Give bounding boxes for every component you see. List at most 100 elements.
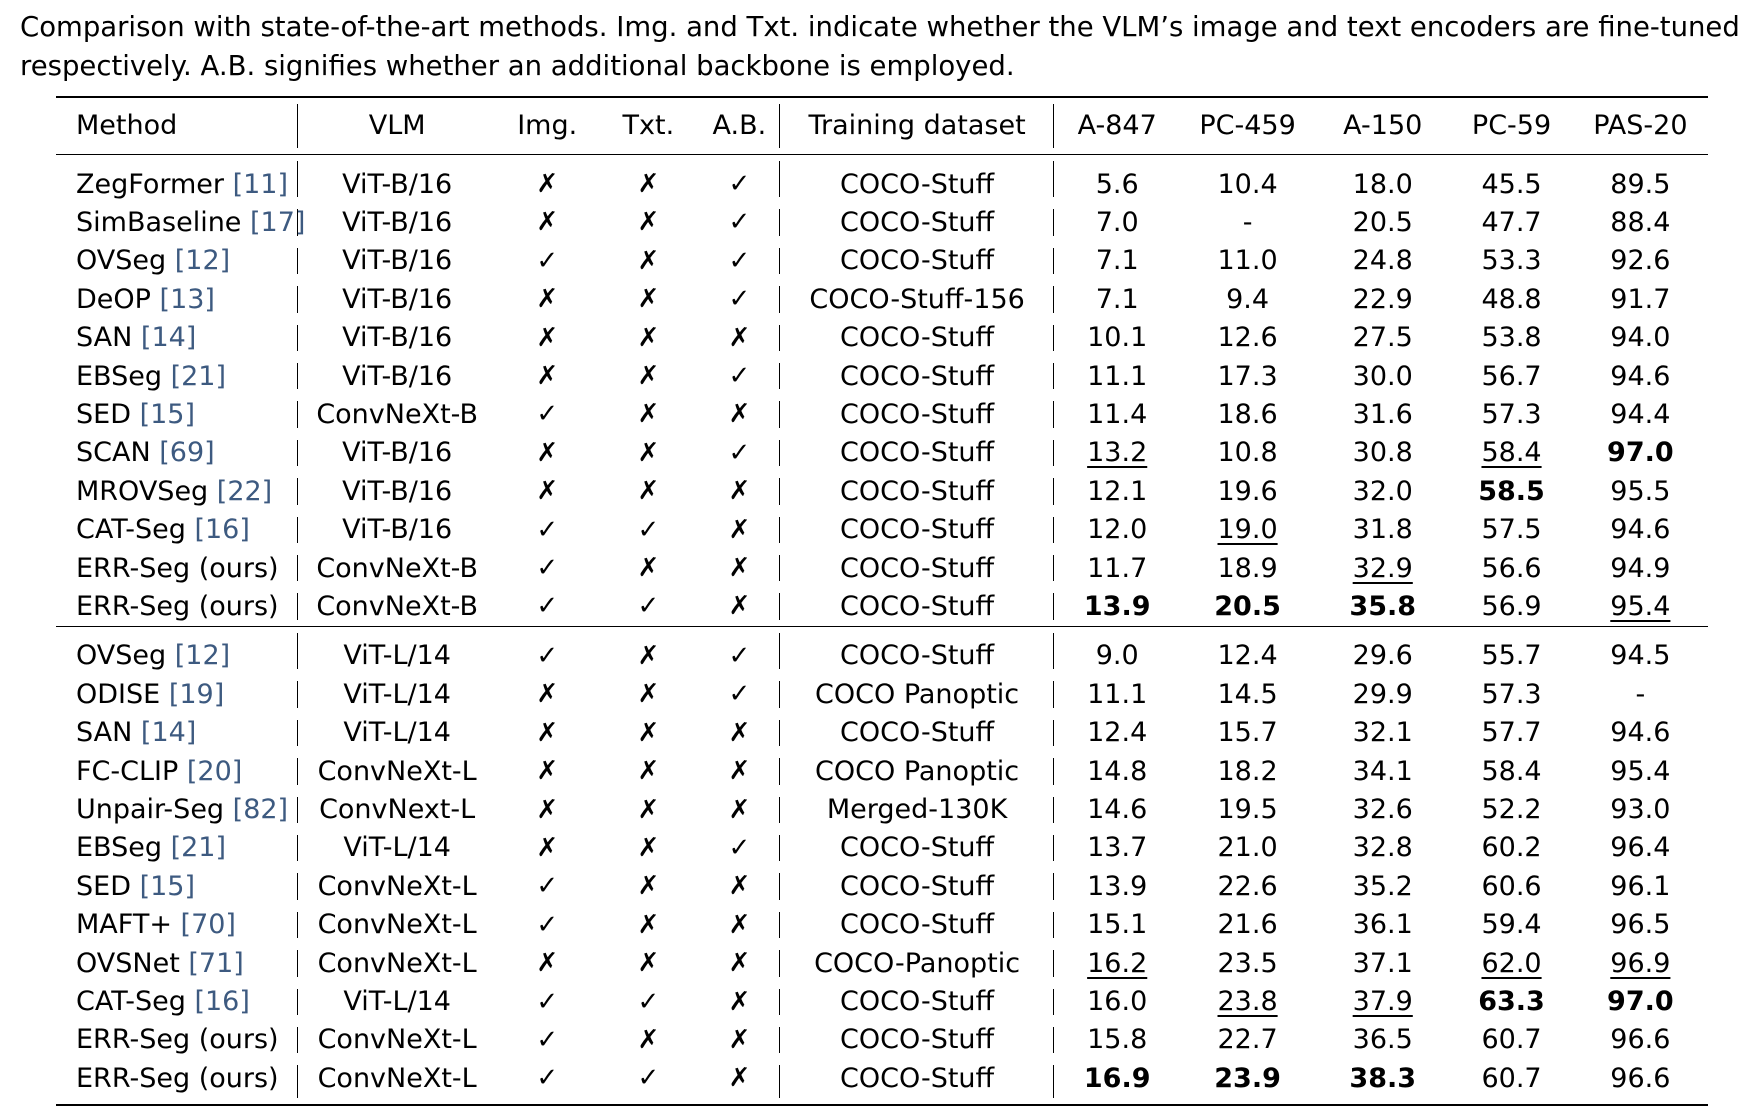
method-name: Unpair-Seg bbox=[76, 794, 225, 825]
additional-backbone-cell: ✓ bbox=[699, 203, 780, 241]
method-name: SCAN bbox=[76, 437, 151, 469]
score-value: 96.6 bbox=[1610, 1062, 1671, 1094]
additional-backbone-cell: ✓ bbox=[699, 829, 780, 867]
vlm-cell: ViT-L/14 bbox=[298, 626, 497, 675]
vlm-cell: ViT-L/14 bbox=[298, 675, 497, 713]
additional-backbone-cell: ✓ bbox=[699, 626, 780, 675]
col-header-a150: A-150 bbox=[1343, 110, 1423, 141]
score-value: 60.7 bbox=[1481, 1062, 1542, 1094]
dataset-value: COCO Panoptic bbox=[815, 755, 1020, 787]
score-cell-a150: 35.8 bbox=[1315, 587, 1450, 626]
cross-mark-icon: ✗ bbox=[728, 794, 751, 825]
vlm-value: ViT-B/16 bbox=[342, 475, 453, 507]
score-cell-pc459: 21.6 bbox=[1180, 906, 1315, 944]
header-row: Method VLM Img. Txt. A.B. Training datas… bbox=[56, 97, 1708, 155]
score-value: 7.1 bbox=[1095, 283, 1139, 315]
method-name: ODISE bbox=[76, 678, 161, 710]
score-cell-a150: 30.8 bbox=[1315, 434, 1450, 472]
score-cell-a847: 12.4 bbox=[1054, 714, 1180, 752]
cross-mark-icon: ✗ bbox=[536, 284, 559, 315]
score-value: 35.2 bbox=[1352, 870, 1413, 902]
score-cell-pc59: 60.6 bbox=[1450, 867, 1572, 905]
check-mark-icon: ✓ bbox=[536, 399, 559, 430]
cross-mark-icon: ✗ bbox=[728, 1024, 751, 1055]
cross-mark-icon: ✗ bbox=[637, 284, 660, 315]
method-cell: SAN [14] bbox=[56, 319, 298, 357]
score-cell-pas20: 94.6 bbox=[1573, 511, 1708, 549]
score-value: 17.3 bbox=[1217, 360, 1278, 392]
table-row: ZegFormer [11] ViT-B/16 ✗ ✗ ✓ COCO-Stuff 5.6 10… bbox=[56, 155, 1708, 204]
table-row: MAFT+ [70] ConvNeXt-L ✓ ✗ ✗ COCO-Stuff 15.1 21.… bbox=[56, 906, 1708, 944]
txt-finetuned-cell: ✗ bbox=[598, 549, 699, 587]
img-finetuned-cell: ✗ bbox=[497, 829, 598, 867]
table-row: SimBaseline [17] ViT-B/16 ✗ ✗ ✓ COCO-Stuff 7.0… bbox=[56, 203, 1708, 241]
score-value: 20.5 bbox=[1214, 590, 1281, 622]
txt-finetuned-cell: ✓ bbox=[598, 1059, 699, 1104]
cross-mark-icon: ✗ bbox=[536, 437, 559, 468]
method-name: SAN bbox=[76, 322, 133, 354]
citation-ref: [21] bbox=[170, 832, 227, 864]
score-cell-a847: 15.1 bbox=[1054, 906, 1180, 944]
dataset-value: COCO-Stuff bbox=[840, 552, 995, 584]
method-cell: MAFT+ [70] bbox=[56, 906, 298, 944]
vlm-cell: ViT-B/16 bbox=[298, 434, 497, 472]
score-value: 57.3 bbox=[1481, 678, 1542, 710]
training-dataset-cell: COCO-Stuff bbox=[780, 395, 1055, 433]
img-finetuned-cell: ✗ bbox=[497, 472, 598, 510]
score-cell-pc59: 57.5 bbox=[1450, 511, 1572, 549]
cross-mark-icon: ✗ bbox=[728, 476, 751, 507]
score-value: 58.5 bbox=[1478, 475, 1545, 507]
score-cell-pc459: - bbox=[1180, 203, 1315, 241]
score-cell-pc459: 18.6 bbox=[1180, 395, 1315, 433]
score-cell-a847: 13.9 bbox=[1054, 867, 1180, 905]
vlm-value: ViT-B/16 bbox=[342, 437, 453, 469]
citation-ref: [20] bbox=[186, 755, 243, 787]
img-finetuned-cell: ✓ bbox=[497, 983, 598, 1021]
cross-mark-icon: ✗ bbox=[728, 514, 751, 545]
score-value: 22.6 bbox=[1217, 870, 1278, 902]
score-cell-a847: 16.0 bbox=[1054, 983, 1180, 1021]
score-cell-pc59: 56.6 bbox=[1450, 549, 1572, 587]
score-cell-pc59: 57.3 bbox=[1450, 395, 1572, 433]
vlm-cell: ViT-L/14 bbox=[298, 983, 497, 1021]
vlm-value: ViT-L/14 bbox=[343, 717, 451, 749]
additional-backbone-cell: ✗ bbox=[699, 587, 780, 626]
col-header-method: Method bbox=[56, 97, 298, 155]
vlm-cell: ViT-B/16 bbox=[298, 472, 497, 510]
img-finetuned-cell: ✓ bbox=[497, 626, 598, 675]
score-cell-pc459: 19.5 bbox=[1180, 791, 1315, 829]
training-dataset-cell: COCO-Stuff bbox=[780, 242, 1055, 280]
score-value: 21.0 bbox=[1217, 832, 1278, 864]
score-value: 95.4 bbox=[1610, 590, 1671, 622]
method-cell: Unpair-Seg [82] bbox=[56, 791, 298, 829]
additional-backbone-cell: ✗ bbox=[699, 549, 780, 587]
score-value: 59.4 bbox=[1481, 909, 1542, 941]
citation-ref: [19] bbox=[168, 678, 225, 710]
score-value: 21.6 bbox=[1217, 909, 1278, 941]
score-cell-pas20: 97.0 bbox=[1573, 983, 1708, 1021]
method-name: CAT-Seg bbox=[76, 986, 186, 1018]
score-cell-a847: 13.7 bbox=[1054, 829, 1180, 867]
score-cell-pc59: 56.9 bbox=[1450, 587, 1572, 626]
score-cell-pc459: 18.9 bbox=[1180, 549, 1315, 587]
training-dataset-cell: COCO Panoptic bbox=[780, 752, 1055, 790]
score-cell-pc59: 53.8 bbox=[1450, 319, 1572, 357]
vlm-cell: ViT-B/16 bbox=[298, 357, 497, 395]
score-value: 96.6 bbox=[1610, 1024, 1671, 1056]
cross-mark-icon: ✗ bbox=[536, 322, 559, 353]
vlm-cell: ViT-B/16 bbox=[298, 280, 497, 318]
method-name: SimBaseline bbox=[76, 206, 242, 238]
score-value: 7.0 bbox=[1095, 206, 1139, 238]
score-cell-pc459: 18.2 bbox=[1180, 752, 1315, 790]
dataset-value: COCO-Stuff bbox=[840, 832, 995, 864]
col-header-ab: A.B. bbox=[699, 97, 780, 155]
score-value: - bbox=[1635, 678, 1646, 710]
score-value: 18.6 bbox=[1217, 398, 1278, 430]
score-value: 36.5 bbox=[1352, 1024, 1413, 1056]
additional-backbone-cell: ✗ bbox=[699, 752, 780, 790]
training-dataset-cell: Merged-130K bbox=[780, 791, 1055, 829]
score-value: 97.0 bbox=[1607, 986, 1674, 1018]
score-cell-a847: 11.1 bbox=[1054, 357, 1180, 395]
score-cell-a150: 31.6 bbox=[1315, 395, 1450, 433]
training-dataset-cell: COCO-Stuff bbox=[780, 155, 1055, 204]
